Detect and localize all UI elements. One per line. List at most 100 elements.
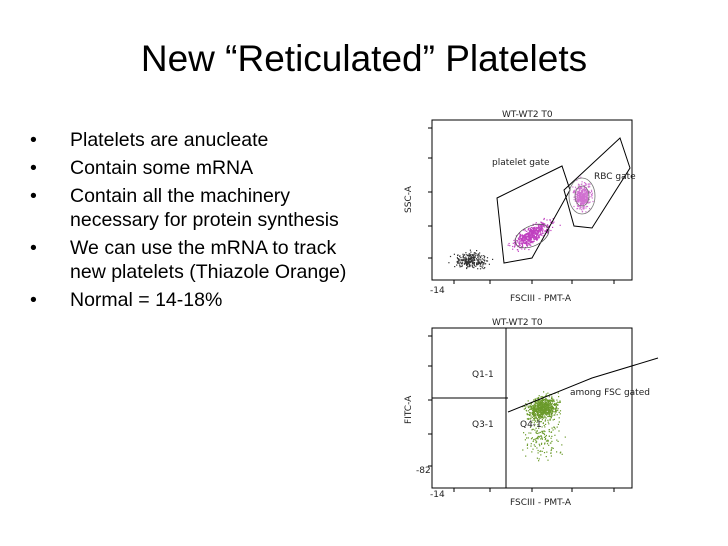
- scatter-dot: [529, 405, 531, 407]
- scatter-dot: [532, 227, 534, 229]
- scatter-dot: [466, 264, 468, 266]
- scatter-dot: [533, 228, 535, 230]
- scatter-dot: [585, 192, 587, 194]
- scatter-dot: [478, 262, 480, 265]
- scatter-dot: [535, 414, 537, 416]
- scatter-dot: [537, 424, 539, 426]
- scatter-dot: [542, 222, 544, 225]
- scatter-dot: [459, 264, 461, 266]
- scatter-dot: [541, 407, 543, 409]
- scatter-dot: [549, 402, 551, 404]
- scatter-dot: [539, 230, 541, 232]
- scatter-dot: [475, 253, 477, 255]
- scatter-dot: [575, 195, 577, 197]
- scatter-dot: [473, 264, 475, 266]
- scatter-dot: [543, 399, 546, 401]
- scatter-dot: [547, 412, 549, 414]
- scatter-dot: [544, 420, 546, 422]
- scatter-dot: [526, 447, 529, 449]
- scatter-dot: [521, 238, 523, 240]
- scatter-dot: [547, 232, 549, 234]
- scatter-dot: [518, 242, 520, 244]
- scatter-dot: [533, 414, 535, 416]
- rbc-gate-label: RBC gate: [594, 172, 636, 182]
- scatter-dot: [531, 241, 533, 244]
- scatter-dot: [555, 410, 557, 412]
- scatter-dot: [547, 400, 549, 402]
- scatter-dot: [546, 399, 548, 401]
- scatter-dot: [549, 400, 551, 403]
- scatter-dot: [472, 254, 474, 256]
- scatter-dot: [540, 229, 542, 231]
- scatter-dot: [536, 409, 538, 412]
- scatter-dot: [534, 410, 536, 412]
- bullet-item: • Normal = 14-18%: [30, 289, 223, 311]
- scatter-dot: [576, 193, 578, 195]
- scatter-dot: [549, 393, 551, 396]
- scatter-dot: [521, 234, 523, 236]
- scatter-dot: [584, 197, 586, 200]
- scatter-dot: [579, 198, 581, 201]
- scatter-dot: [476, 250, 478, 252]
- scatter-dot: [548, 411, 550, 414]
- scatter-dot: [538, 460, 540, 462]
- scatter-dot: [547, 403, 549, 405]
- scatter-dot: [465, 257, 467, 259]
- scatter-dot: [541, 419, 543, 421]
- scatter-dot: [476, 262, 478, 264]
- scatter-dot: [549, 407, 551, 409]
- scatter-dot: [529, 418, 532, 420]
- scatter-dot: [581, 200, 583, 202]
- rbc-gate-polygon: [563, 137, 631, 229]
- scatter-dot: [528, 237, 530, 239]
- scatter-dot: [528, 242, 530, 244]
- scatter-dot: [552, 398, 554, 400]
- scatter-dot: [533, 234, 535, 236]
- scatter-dot: [550, 229, 552, 232]
- scatter-dot: [546, 395, 548, 397]
- scatter-dot: [482, 262, 484, 264]
- scatter-dot: [473, 253, 475, 255]
- scatter-dot: [547, 409, 549, 411]
- scatter-dot: [541, 436, 543, 438]
- scatter-dot: [542, 408, 544, 410]
- scatter-dot: [463, 258, 465, 260]
- scatter-dot: [576, 196, 579, 198]
- scatter-dot: [559, 400, 561, 402]
- scatter-dot: [541, 225, 543, 227]
- plot2-canvas: [428, 327, 659, 492]
- scatter-dot: [518, 238, 520, 240]
- scatter-dot: [520, 238, 522, 240]
- scatter-dot: [545, 393, 547, 395]
- scatter-dot: [536, 231, 538, 233]
- scatter-dot: [548, 406, 550, 408]
- scatter-dot: [576, 194, 579, 196]
- scatter-dot: [529, 426, 532, 428]
- scatter-dot: [532, 410, 534, 413]
- fsc-gate-label: among FSC gated: [570, 388, 650, 398]
- scatter-dot: [539, 435, 541, 437]
- scatter-dot: [581, 211, 583, 213]
- scatter-dot: [467, 261, 469, 263]
- scatter-dot: [586, 205, 589, 208]
- scatter-dot: [539, 407, 541, 409]
- plot1-ylabel: SSC-A: [404, 186, 414, 213]
- scatter-dot: [473, 257, 475, 259]
- scatter-dot: [539, 400, 541, 402]
- scatter-dot: [481, 267, 483, 269]
- scatter-dot: [526, 414, 528, 416]
- scatter-dot: [533, 238, 535, 240]
- scatter-dot: [540, 226, 542, 228]
- scatter-dot: [486, 260, 488, 262]
- scatter-dot: [548, 408, 550, 410]
- scatter-dot: [535, 427, 537, 429]
- scatter-dot: [470, 257, 472, 259]
- scatter-dot: [583, 200, 585, 202]
- scatter-dot: [533, 232, 535, 234]
- scatter-dot: [526, 244, 528, 246]
- scatter-dot: [537, 403, 539, 405]
- plot2-x-ticks: [453, 488, 615, 492]
- plot2-ylabel: FITC-A: [404, 395, 414, 424]
- scatter-dot: [578, 187, 580, 189]
- scatter-dot: [459, 255, 461, 258]
